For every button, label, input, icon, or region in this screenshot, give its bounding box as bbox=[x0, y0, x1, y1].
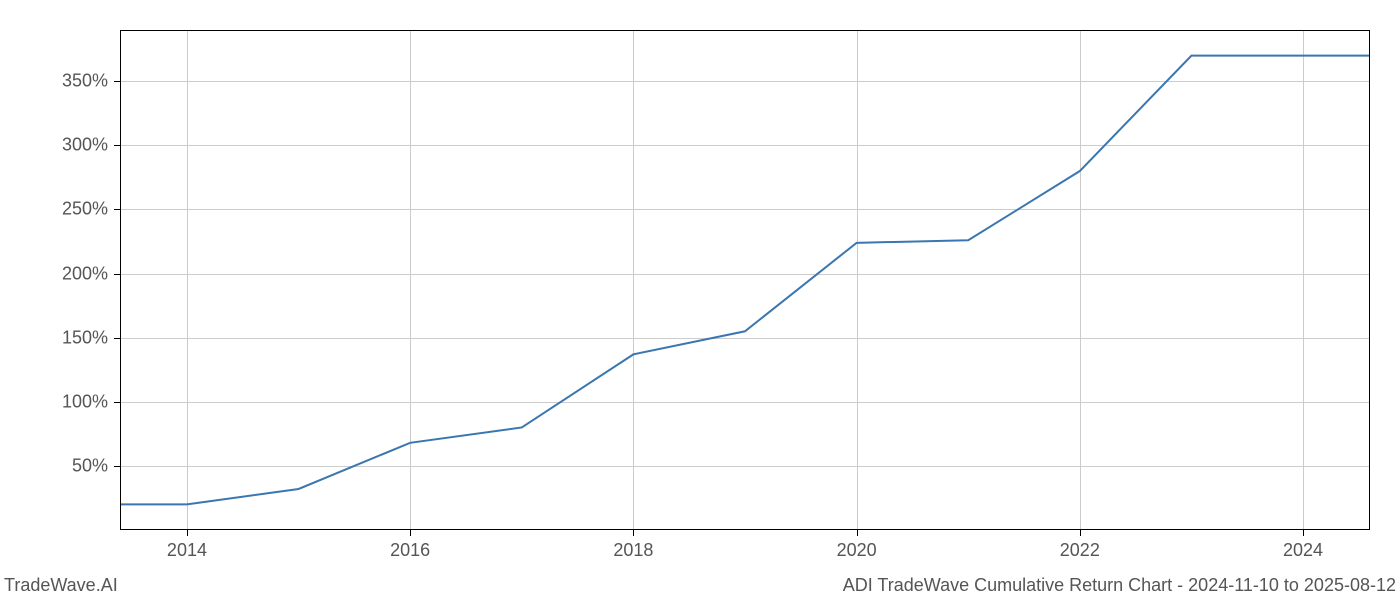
x-tick-mark bbox=[633, 530, 634, 536]
x-tick-mark bbox=[187, 530, 188, 536]
y-tick-label: 350% bbox=[62, 71, 108, 92]
y-tick-label: 100% bbox=[62, 391, 108, 412]
y-tick-mark bbox=[114, 81, 120, 82]
y-tick-mark bbox=[114, 145, 120, 146]
y-tick-label: 200% bbox=[62, 263, 108, 284]
spine-top bbox=[120, 30, 1370, 31]
chart-container: 2014 2016 2018 2020 2022 2024 50% 100% 150% 200%… bbox=[0, 0, 1400, 600]
footer-left-label: TradeWave.AI bbox=[4, 575, 118, 596]
x-tick-label: 2018 bbox=[613, 540, 653, 561]
x-tick-mark bbox=[410, 530, 411, 536]
line-chart-svg bbox=[120, 30, 1370, 530]
x-tick-label: 2024 bbox=[1283, 540, 1323, 561]
y-tick-mark bbox=[114, 338, 120, 339]
y-tick-label: 150% bbox=[62, 327, 108, 348]
footer-right-label: ADI TradeWave Cumulative Return Chart - … bbox=[843, 575, 1396, 596]
y-tick-mark bbox=[114, 209, 120, 210]
plot-area bbox=[120, 30, 1370, 530]
y-tick-label: 250% bbox=[62, 199, 108, 220]
series-line bbox=[120, 56, 1370, 505]
x-tick-label: 2014 bbox=[167, 540, 207, 561]
y-tick-mark bbox=[114, 274, 120, 275]
y-tick-mark bbox=[114, 466, 120, 467]
spine-left bbox=[120, 30, 121, 530]
x-tick-mark bbox=[1080, 530, 1081, 536]
spine-right bbox=[1369, 30, 1370, 530]
spine-bottom bbox=[120, 529, 1370, 530]
x-tick-mark bbox=[857, 530, 858, 536]
y-tick-mark bbox=[114, 402, 120, 403]
x-tick-label: 2022 bbox=[1060, 540, 1100, 561]
y-tick-label: 50% bbox=[72, 455, 108, 476]
x-tick-label: 2020 bbox=[837, 540, 877, 561]
x-tick-label: 2016 bbox=[390, 540, 430, 561]
x-tick-mark bbox=[1303, 530, 1304, 536]
y-tick-label: 300% bbox=[62, 135, 108, 156]
